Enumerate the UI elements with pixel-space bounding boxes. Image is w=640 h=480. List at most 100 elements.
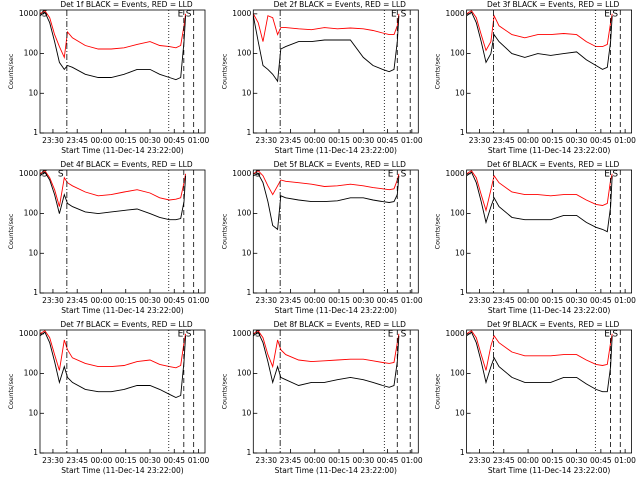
series-line xyxy=(253,330,400,369)
y-tick-label: 10 xyxy=(242,408,252,417)
annotation: S xyxy=(58,170,64,180)
series-line xyxy=(466,10,613,52)
annotation: S xyxy=(612,170,618,180)
x-tick-label: 23:30 xyxy=(42,296,64,305)
x-tick-label: 23:30 xyxy=(42,456,64,465)
x-tick-label: 00:00 xyxy=(304,136,326,145)
x-tick-label: 01:00 xyxy=(614,296,636,305)
y-tick-label: 1 xyxy=(247,448,252,457)
x-tick-label: 00:30 xyxy=(139,296,161,305)
panel: Det 8f BLACK = Events, RED = LLD Start Ti… xyxy=(220,320,423,475)
chart-title: Det 8f BLACK = Events, RED = LLD xyxy=(274,320,407,329)
annotation: S xyxy=(401,170,407,180)
x-tick-label: 23:45 xyxy=(493,136,515,145)
annotation: E xyxy=(388,170,394,180)
y-tick-label: 100 xyxy=(24,369,39,378)
annotation: E xyxy=(388,330,394,340)
annotation: S xyxy=(255,330,261,340)
x-axis-label: Start Time (11-Dec-14 23:22:00) xyxy=(488,466,610,475)
series-line xyxy=(253,173,400,231)
x-tick-label: 00:00 xyxy=(91,296,113,305)
plot-area xyxy=(40,10,187,81)
plot-area xyxy=(466,10,613,70)
x-tick-label: 23:30 xyxy=(255,456,277,465)
x-tick-label: 00:45 xyxy=(163,456,185,465)
chart-title: Det 4f BLACK = Events, RED = LLD xyxy=(60,160,193,169)
panel: Det 4f BLACK = Events, RED = LLD Start Ti… xyxy=(7,160,210,315)
x-tick-label: 00:00 xyxy=(304,296,326,305)
plot-area xyxy=(253,13,400,83)
y-tick-label: 10 xyxy=(28,248,38,257)
x-tick-label: 23:45 xyxy=(493,456,515,465)
x-tick-label: 01:00 xyxy=(188,296,210,305)
x-tick-label: 01:00 xyxy=(188,456,210,465)
axes-frame xyxy=(39,329,206,454)
y-tick-label: 1 xyxy=(460,288,465,297)
y-axis-label: Counts/sec xyxy=(7,53,15,89)
series-line xyxy=(466,330,613,371)
series-line xyxy=(466,170,613,213)
y-tick-label: 10 xyxy=(242,248,252,257)
x-tick-label: 23:45 xyxy=(280,296,302,305)
chart-title: Det 9f BLACK = Events, RED = LLD xyxy=(487,320,620,329)
x-tick-label: 00:15 xyxy=(115,456,137,465)
annotation: E xyxy=(604,10,610,20)
annotation: E xyxy=(604,330,610,340)
y-axis-label: Counts/sec xyxy=(434,373,442,409)
axes-frame xyxy=(39,9,206,134)
plot-area xyxy=(466,170,613,233)
x-tick-label: 00:30 xyxy=(566,296,588,305)
x-tick-label: 23:45 xyxy=(66,296,88,305)
y-tick-label: 1 xyxy=(460,448,465,457)
y-tick-label: 1 xyxy=(33,288,38,297)
x-tick-label: 23:30 xyxy=(42,136,64,145)
x-axis-label: Start Time (11-Dec-14 23:22:00) xyxy=(275,306,397,315)
annotation: E xyxy=(178,10,184,20)
series-line xyxy=(466,11,613,70)
plot-area xyxy=(40,170,187,221)
axes-frame xyxy=(39,169,206,294)
x-tick-label: 00:30 xyxy=(352,296,374,305)
x-axis-label: Start Time (11-Dec-14 23:22:00) xyxy=(488,146,610,155)
chart-title: Det 1f BLACK = Events, RED = LLD xyxy=(60,0,193,9)
y-tick-label: 1000 xyxy=(232,9,251,18)
x-tick-label: 00:15 xyxy=(115,296,137,305)
annotation: S xyxy=(42,170,48,180)
x-tick-label: 00:45 xyxy=(590,136,612,145)
y-tick-label: 10 xyxy=(455,248,465,257)
y-axis-label: Counts/sec xyxy=(220,213,228,249)
panel: Det 1f BLACK = Events, RED = LLD Start Ti… xyxy=(7,0,210,155)
x-axis-label: Start Time (11-Dec-14 23:22:00) xyxy=(488,306,610,315)
x-tick-label: 00:30 xyxy=(352,136,374,145)
panel: Det 7f BLACK = Events, RED = LLD Start Ti… xyxy=(7,320,210,475)
series-line xyxy=(466,171,613,233)
x-tick-label: 23:30 xyxy=(469,296,491,305)
y-tick-label: 100 xyxy=(237,369,252,378)
x-tick-label: 01:00 xyxy=(401,456,423,465)
annotation: S xyxy=(612,10,618,20)
annotation: S xyxy=(186,10,192,20)
y-tick-label: 100 xyxy=(24,209,39,218)
y-axis-label: Counts/sec xyxy=(434,53,442,89)
series-line xyxy=(253,170,400,196)
panel: Det 6f BLACK = Events, RED = LLD Start Ti… xyxy=(434,160,637,315)
axes-frame xyxy=(466,9,633,134)
chart-title: Det 3f BLACK = Events, RED = LLD xyxy=(487,0,620,9)
panel: Det 9f BLACK = Events, RED = LLD Start Ti… xyxy=(434,320,637,475)
y-tick-label: 1000 xyxy=(232,329,251,338)
x-tick-label: 00:00 xyxy=(517,456,539,465)
axes-frame xyxy=(466,169,633,294)
y-tick-label: 10 xyxy=(28,408,38,417)
series-line xyxy=(466,331,613,393)
y-tick-label: 1000 xyxy=(446,9,465,18)
x-axis-label: Start Time (11-Dec-14 23:22:00) xyxy=(275,466,397,475)
y-axis-label: Counts/sec xyxy=(7,373,15,409)
y-tick-label: 100 xyxy=(450,209,465,218)
panel: Det 3f BLACK = Events, RED = LLD Start Ti… xyxy=(434,0,637,155)
series-line xyxy=(253,331,400,388)
x-tick-label: 01:00 xyxy=(188,136,210,145)
x-tick-label: 00:15 xyxy=(328,136,350,145)
x-tick-label: 00:30 xyxy=(566,456,588,465)
x-tick-label: 23:30 xyxy=(255,296,277,305)
